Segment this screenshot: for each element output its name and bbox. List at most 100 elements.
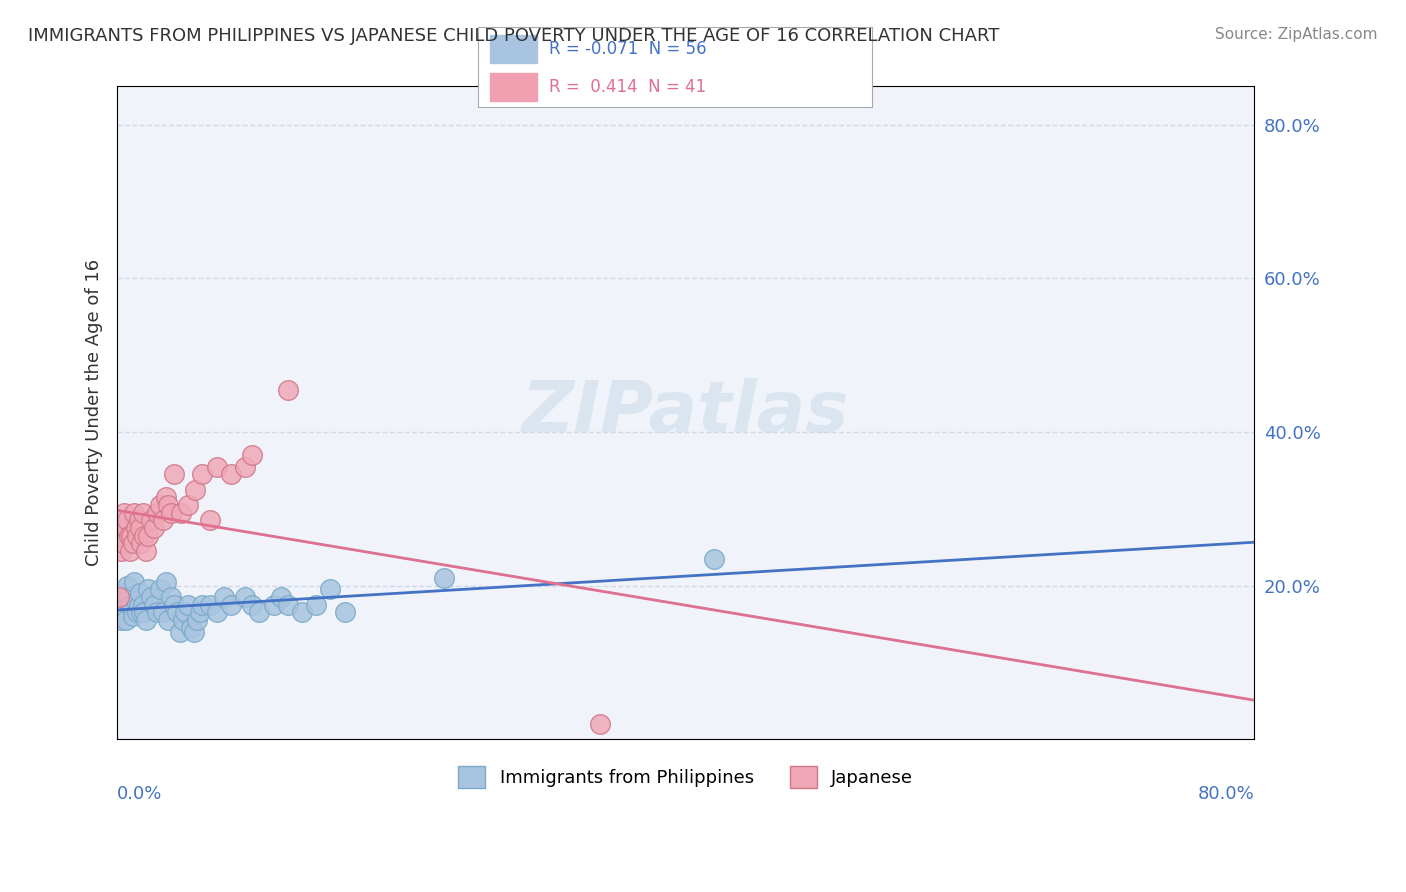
Point — [135, 544, 157, 558]
Point — [132, 506, 155, 520]
Point — [111, 536, 134, 550]
Point — [122, 574, 145, 589]
Point — [129, 521, 152, 535]
Point — [152, 606, 174, 620]
Text: IMMIGRANTS FROM PHILIPPINES VS JAPANESE CHILD POVERTY UNDER THE AGE OF 16 CORREL: IMMIGRANTS FROM PHILIPPINES VS JAPANESE … — [28, 27, 1000, 45]
Point — [121, 609, 143, 624]
Point — [128, 598, 150, 612]
Y-axis label: Child Poverty Under the Age of 16: Child Poverty Under the Age of 16 — [86, 260, 103, 566]
Point — [155, 490, 177, 504]
Point — [135, 613, 157, 627]
Point — [184, 483, 207, 497]
Point — [107, 590, 129, 604]
Point — [277, 598, 299, 612]
Point — [183, 624, 205, 639]
Text: 0.0%: 0.0% — [117, 785, 163, 803]
Point — [219, 598, 242, 612]
Point — [177, 598, 200, 612]
Point — [132, 598, 155, 612]
Text: Source: ZipAtlas.com: Source: ZipAtlas.com — [1215, 27, 1378, 42]
Point — [111, 586, 134, 600]
Point — [247, 606, 270, 620]
Point — [205, 459, 228, 474]
Text: ZIPatlas: ZIPatlas — [522, 378, 849, 447]
Point — [170, 506, 193, 520]
Point — [110, 544, 132, 558]
Point — [129, 586, 152, 600]
Point — [138, 582, 160, 597]
Point — [118, 544, 141, 558]
Point — [319, 582, 342, 597]
Point — [155, 574, 177, 589]
Point — [108, 594, 131, 608]
Point — [149, 498, 172, 512]
Point — [122, 506, 145, 520]
Point — [160, 506, 183, 520]
Text: 80.0%: 80.0% — [1198, 785, 1254, 803]
Point — [117, 590, 139, 604]
Point — [191, 598, 214, 612]
Point — [114, 613, 136, 627]
Point — [121, 536, 143, 550]
Point — [115, 513, 138, 527]
Point — [180, 621, 202, 635]
Point — [240, 598, 263, 612]
Point — [305, 598, 328, 612]
Point — [157, 498, 180, 512]
Point — [219, 467, 242, 482]
Point — [191, 467, 214, 482]
Point — [169, 624, 191, 639]
Point — [131, 606, 153, 620]
Point — [141, 513, 163, 527]
Point — [114, 521, 136, 535]
Point — [124, 521, 146, 535]
Point — [146, 606, 169, 620]
Point — [124, 594, 146, 608]
Point — [112, 601, 135, 615]
Point — [172, 613, 194, 627]
Point — [166, 606, 188, 620]
Point — [240, 448, 263, 462]
Legend: Immigrants from Philippines, Japanese: Immigrants from Philippines, Japanese — [451, 759, 921, 796]
Point — [291, 606, 314, 620]
Point — [152, 513, 174, 527]
Point — [433, 571, 456, 585]
Point — [198, 598, 221, 612]
Point — [131, 536, 153, 550]
Point — [120, 528, 142, 542]
Point — [333, 606, 356, 620]
Point — [117, 528, 139, 542]
Point — [141, 590, 163, 604]
Point — [110, 613, 132, 627]
Point — [120, 598, 142, 612]
Point — [107, 606, 129, 620]
Point — [270, 590, 292, 604]
Point — [263, 598, 285, 612]
Point — [160, 590, 183, 604]
Point — [233, 590, 256, 604]
Point — [174, 606, 197, 620]
Point — [703, 551, 725, 566]
Point — [112, 506, 135, 520]
Point — [212, 590, 235, 604]
Point — [138, 528, 160, 542]
Point — [163, 467, 186, 482]
Point — [125, 528, 148, 542]
Point — [115, 578, 138, 592]
Point — [125, 606, 148, 620]
Point — [163, 598, 186, 612]
Point — [143, 598, 166, 612]
Point — [143, 521, 166, 535]
Point — [277, 383, 299, 397]
Point — [128, 513, 150, 527]
Point — [177, 498, 200, 512]
Point — [186, 613, 208, 627]
Point — [149, 582, 172, 597]
Point — [205, 606, 228, 620]
Text: R = -0.071  N = 56: R = -0.071 N = 56 — [548, 40, 707, 58]
Point — [146, 506, 169, 520]
Point — [118, 598, 141, 612]
Point — [188, 606, 211, 620]
Point — [108, 521, 131, 535]
Point — [157, 613, 180, 627]
